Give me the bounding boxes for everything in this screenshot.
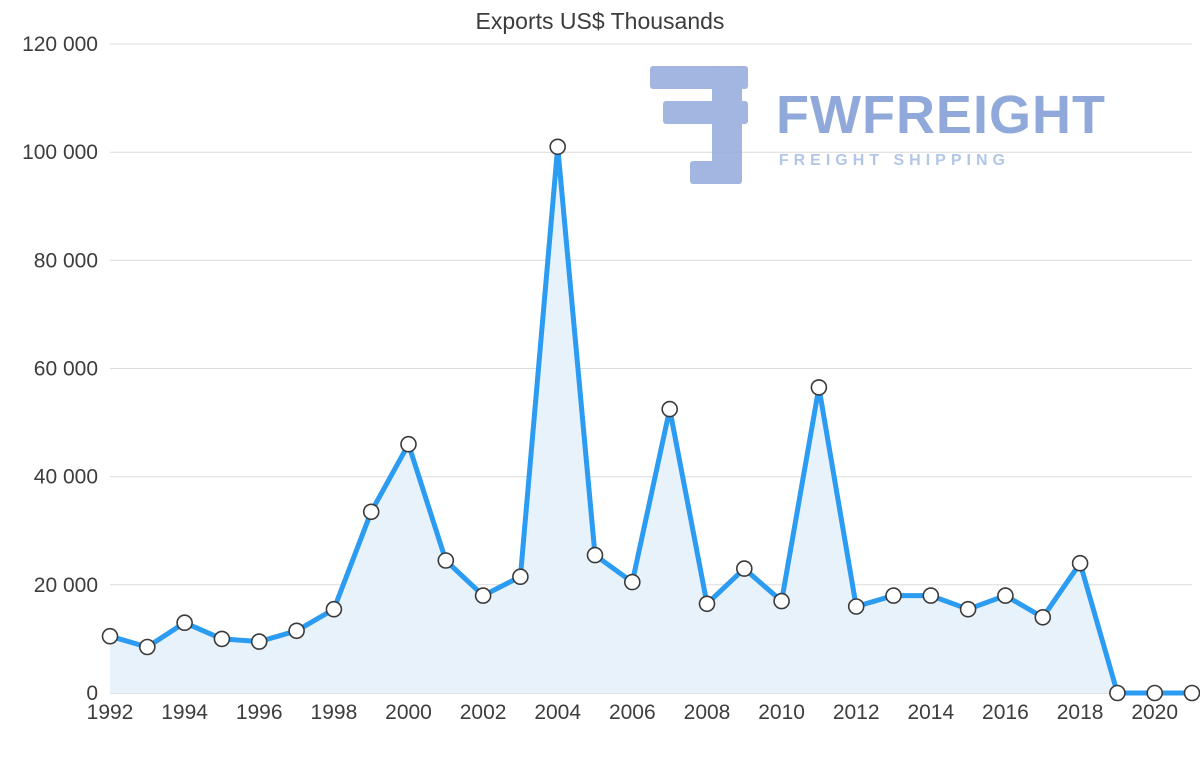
- svg-text:2018: 2018: [1057, 701, 1104, 724]
- svg-text:40 000: 40 000: [34, 466, 98, 489]
- gridlines-and-y-axis: 0 20 000 40 000 60 000 80 000 100 000 120 000: [22, 33, 1192, 705]
- svg-text:20 000: 20 000: [34, 574, 98, 597]
- svg-text:2002: 2002: [460, 701, 507, 724]
- x-axis-labels: 1992 1994 1996 1998 2000 2002 2004 2006 2008 2010…: [87, 701, 1178, 724]
- svg-text:1994: 1994: [161, 701, 208, 724]
- svg-text:2010: 2010: [758, 701, 805, 724]
- svg-text:2000: 2000: [385, 701, 432, 724]
- svg-text:1996: 1996: [236, 701, 283, 724]
- svg-text:60 000: 60 000: [34, 358, 98, 381]
- svg-text:2016: 2016: [982, 701, 1029, 724]
- svg-text:1998: 1998: [311, 701, 358, 724]
- series-area-fill: [110, 146, 1192, 694]
- svg-text:2008: 2008: [684, 701, 731, 724]
- svg-text:2006: 2006: [609, 701, 656, 724]
- chart-title: Exports US$ Thousands: [475, 8, 725, 34]
- svg-text:100 000: 100 000: [22, 141, 98, 164]
- svg-text:120 000: 120 000: [22, 33, 98, 56]
- svg-text:0: 0: [86, 682, 98, 705]
- svg-text:2004: 2004: [534, 701, 581, 724]
- svg-text:80 000: 80 000: [34, 249, 98, 272]
- svg-text:2014: 2014: [907, 701, 954, 724]
- svg-text:2020: 2020: [1131, 701, 1178, 724]
- svg-text:1992: 1992: [87, 701, 134, 724]
- series-markers: [101, 138, 1200, 702]
- svg-text:2012: 2012: [833, 701, 880, 724]
